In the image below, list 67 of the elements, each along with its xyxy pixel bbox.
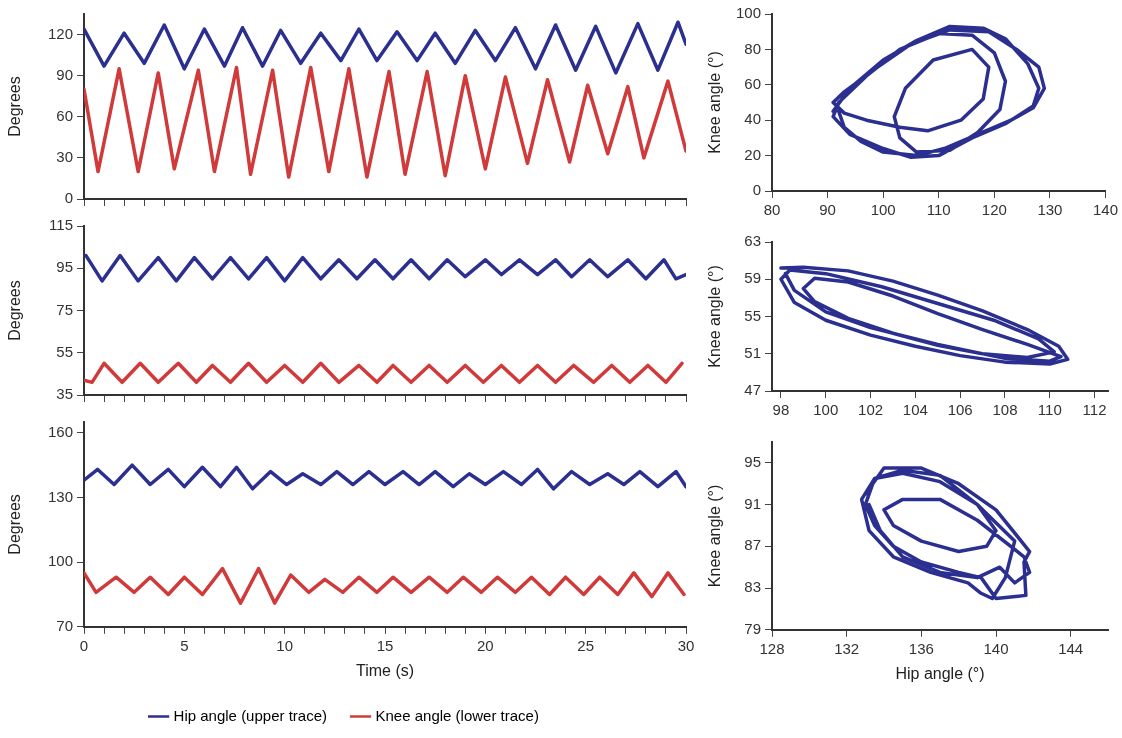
y-tick-label: 100	[735, 4, 761, 22]
y-axis-title: Degrees	[6, 280, 24, 341]
x-tick-label: 144	[1058, 639, 1084, 657]
y-tick-label: 80	[744, 39, 761, 57]
x-tick-label: 110	[926, 201, 951, 219]
y-tick-label: 40	[744, 110, 761, 128]
y-tick-label: 60	[56, 106, 73, 124]
y-tick-label: 90	[56, 65, 73, 83]
y-tick-label: 63	[744, 232, 761, 250]
x-tick-label: 100	[813, 401, 839, 419]
x-tick-label: 100	[870, 201, 896, 219]
x-tick-label: 108	[992, 401, 1018, 419]
y-tick-label: 95	[744, 453, 761, 471]
x-axis-title: Time (s)	[355, 661, 415, 679]
y-axis-title: Knee angle (°)	[706, 484, 724, 588]
x-tick-label: 128	[759, 639, 785, 657]
x-axis-title: Hip angle (°)	[895, 664, 985, 682]
x-tick-label: 5	[180, 636, 189, 654]
y-tick-label: 0	[752, 181, 761, 199]
x-tick-label: 112	[1082, 401, 1107, 419]
x-tick-label: 15	[376, 636, 394, 654]
y-tick-label: 55	[744, 306, 761, 324]
y-tick-label: 59	[744, 269, 761, 287]
x-tick-label: 98	[772, 401, 790, 419]
x-tick-label: 80	[763, 201, 781, 219]
legend-label: Knee angle (lower trace)	[375, 706, 539, 724]
y-tick-label: 60	[744, 74, 761, 92]
x-tick-label: 10	[276, 636, 294, 654]
x-tick-label: 0	[79, 636, 89, 654]
y-axis-title: Degrees	[6, 494, 24, 555]
x-tick-label: 132	[834, 639, 860, 657]
y-tick-label: 30	[56, 148, 73, 166]
y-tick-label: 130	[47, 487, 73, 505]
y-tick-label: 100	[47, 552, 73, 570]
y-tick-label: 91	[744, 494, 761, 512]
y-tick-label: 0	[64, 189, 73, 207]
x-tick-label: 25	[577, 636, 595, 654]
y-tick-label: 79	[744, 619, 761, 637]
x-tick-label: 104	[902, 401, 928, 419]
y-tick-label: 83	[744, 578, 761, 596]
y-tick-label: 115	[49, 216, 73, 234]
y-tick-label: 160	[47, 422, 73, 440]
x-tick-label: 110	[1037, 401, 1062, 419]
x-tick-label: 140	[1092, 201, 1118, 219]
y-tick-label: 120	[47, 24, 73, 42]
x-tick-label: 140	[983, 639, 1009, 657]
x-tick-label: 106	[947, 401, 973, 419]
x-tick-label: 102	[858, 401, 884, 419]
y-axis-title: Knee angle (°)	[706, 265, 724, 368]
y-axis-title: Knee angle (°)	[706, 51, 724, 154]
y-tick-label: 35	[56, 385, 73, 403]
y-tick-label: 20	[744, 145, 761, 163]
y-tick-label: 47	[744, 381, 761, 399]
x-tick-label: 136	[908, 639, 934, 657]
y-tick-label: 70	[56, 616, 73, 634]
y-tick-label: 95	[56, 258, 73, 276]
y-tick-label: 51	[744, 343, 761, 361]
y-tick-label: 55	[56, 342, 73, 360]
y-axis-title: Degrees	[6, 76, 24, 137]
legend-label: Hip angle (upper trace)	[173, 706, 328, 724]
x-tick-label: 20	[476, 636, 494, 654]
x-tick-label: 30	[677, 636, 695, 654]
x-tick-label: 130	[1037, 201, 1063, 219]
x-tick-label: 90	[819, 201, 836, 219]
y-tick-label: 75	[56, 300, 73, 318]
y-tick-label: 87	[744, 536, 761, 554]
x-tick-label: 120	[981, 201, 1007, 219]
